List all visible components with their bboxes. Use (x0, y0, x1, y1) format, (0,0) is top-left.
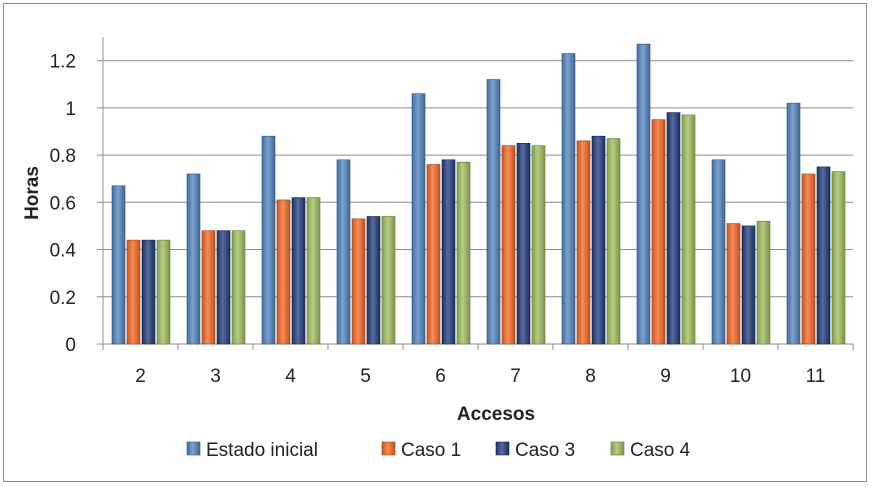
bar-caso-1-6 (426, 164, 441, 345)
bar-caso-3-3 (216, 230, 231, 345)
legend-label: Caso 4 (630, 440, 691, 461)
bar-caso-4-11 (831, 171, 846, 345)
bar-estado-inicial-11 (786, 102, 801, 345)
y-tick-label: 0.8 (50, 146, 76, 167)
x-tick-label: 3 (210, 366, 221, 387)
gridlines (103, 60, 853, 298)
x-tick-label: 9 (660, 366, 671, 387)
y-tick-label: 0.6 (50, 193, 76, 214)
x-tick-label: 7 (510, 366, 521, 387)
y-axis-title: Horas (22, 166, 43, 220)
x-tick-label: 4 (285, 366, 296, 387)
tick-labels: 0 0.2 0.4 0.6 0.8 1 1.2 2 3 4 5 6 7 8 9 10 11 (50, 52, 826, 387)
bars (111, 43, 846, 345)
bar-estado-inicial-5 (336, 159, 351, 345)
bar-estado-inicial-3 (186, 173, 201, 345)
legend-item: Caso 1 (381, 440, 461, 461)
bar-caso-4-3 (231, 230, 246, 345)
bar-caso-3-8 (591, 135, 606, 345)
legend-label: Caso 3 (515, 440, 575, 461)
legend-item: Estado inicial (186, 440, 318, 461)
bar-caso-1-7 (501, 145, 516, 345)
bar-caso-3-9 (666, 112, 681, 345)
legend-swatch (495, 441, 510, 456)
legend: Estado inicial Caso 1 Caso 3 Caso 4 (186, 440, 691, 461)
bar-caso-3-6 (441, 159, 456, 345)
legend-item: Caso 4 (610, 440, 691, 461)
legend-item: Caso 3 (495, 440, 575, 461)
x-tick-label: 5 (360, 366, 371, 387)
x-tick-label: 6 (435, 366, 446, 387)
bar-estado-inicial-9 (636, 43, 651, 345)
bar-caso-4-5 (381, 216, 396, 345)
bar-caso-4-4 (306, 197, 321, 345)
bar-caso-4-7 (531, 145, 546, 345)
bar-estado-inicial-8 (561, 53, 576, 345)
bar-estado-inicial-6 (411, 93, 426, 345)
legend-swatch (381, 441, 396, 456)
legend-label: Caso 1 (401, 440, 461, 461)
bar-caso-3-7 (516, 142, 531, 345)
bar-estado-inicial-7 (486, 79, 501, 345)
x-tick-label: 10 (730, 366, 751, 387)
bar-caso-4-10 (756, 220, 771, 345)
bar-caso-1-10 (726, 223, 741, 345)
x-tick-label: 2 (135, 366, 146, 387)
bar-caso-4-6 (456, 161, 471, 345)
bar-caso-3-5 (366, 216, 381, 345)
bar-estado-inicial-4 (261, 135, 276, 345)
bar-estado-inicial-2 (111, 185, 126, 345)
bar-caso-3-11 (816, 166, 831, 345)
bar-caso-1-5 (351, 218, 366, 345)
legend-swatch (186, 441, 201, 456)
x-tick-label: 11 (806, 366, 826, 387)
bar-caso-4-9 (681, 114, 696, 345)
legend-swatch (610, 441, 625, 456)
bar-caso-3-4 (291, 197, 306, 345)
y-tick-label: 1.2 (50, 52, 76, 73)
bar-caso-1-9 (651, 119, 666, 345)
x-tick-label: 8 (585, 366, 596, 387)
x-axis-title: Accesos (457, 404, 535, 425)
bar-caso-1-8 (576, 140, 591, 345)
bar-caso-3-10 (741, 225, 756, 345)
y-tick-label: 1 (65, 99, 76, 120)
bar-caso-4-2 (156, 239, 171, 345)
bar-caso-1-2 (126, 239, 141, 345)
bar-caso-1-3 (201, 230, 216, 345)
bar-caso-3-2 (141, 239, 156, 345)
y-tick-label: 0 (65, 335, 76, 356)
bar-estado-inicial-10 (711, 159, 726, 345)
legend-label: Estado inicial (206, 440, 318, 461)
y-tick-label: 0.2 (50, 288, 76, 309)
bar-caso-1-11 (801, 173, 816, 345)
bar-caso-4-8 (606, 138, 621, 345)
bar-caso-1-4 (276, 199, 291, 345)
y-tick-label: 0.4 (50, 241, 77, 262)
